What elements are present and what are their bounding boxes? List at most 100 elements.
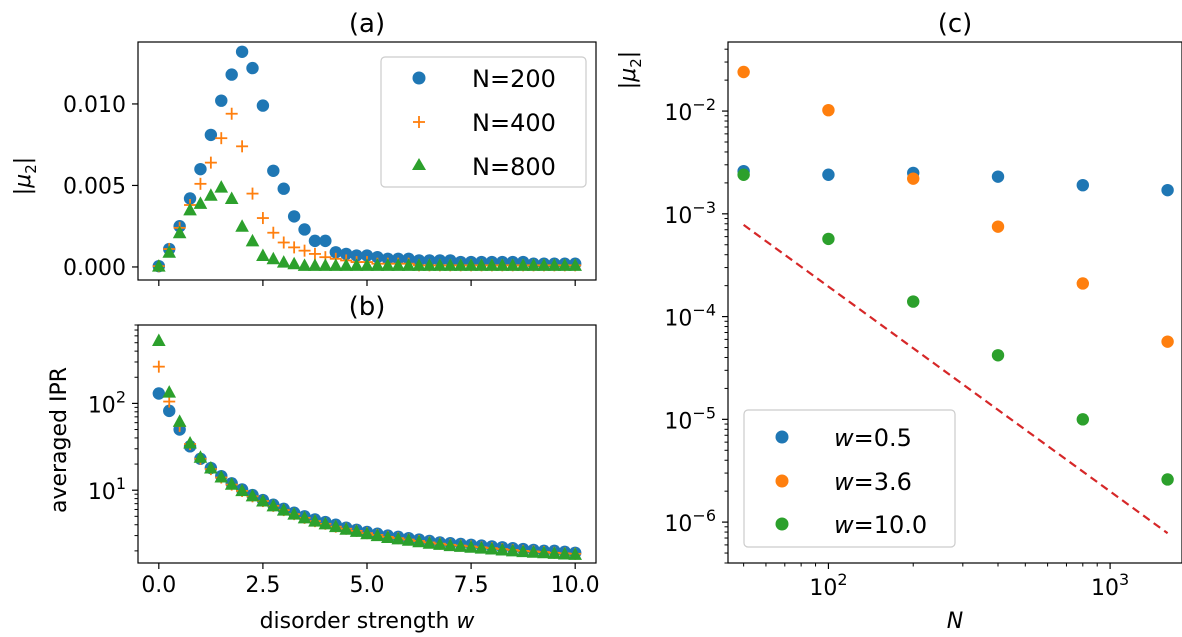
data-point-a-s0-17 [329, 246, 342, 259]
data-point-a-s2-36 [526, 258, 541, 271]
data-point-b-s2-35 [516, 544, 530, 558]
y-tick-label-c-4: 10−2 [664, 95, 716, 126]
data-point-b-s2-10 [256, 494, 270, 507]
data-point-c-s1-2 [907, 172, 920, 185]
data-point-a-s2-31 [474, 258, 489, 271]
data-point-b-s2-24 [401, 533, 416, 546]
data-point-b-s2-1 [162, 385, 177, 398]
data-point-a-s2-1 [162, 245, 177, 258]
data-point-a-s2-34 [505, 258, 520, 271]
data-point-b-s2-15 [308, 514, 322, 527]
data-point-a-s1-4 [194, 177, 207, 190]
data-point-a-s2-23 [391, 258, 406, 271]
data-point-a-s1-5 [204, 156, 217, 169]
data-point-a-s2-3 [183, 202, 197, 216]
data-point-b-s2-17 [328, 519, 343, 533]
data-point-b-s2-20 [360, 526, 374, 540]
data-point-a-s1-9 [246, 187, 259, 200]
data-point-c-s1-1 [822, 103, 835, 117]
data-point-a-s1-12 [277, 236, 290, 249]
data-point-a-s2-14 [297, 258, 312, 271]
data-point-a-s2-20 [360, 258, 374, 271]
data-point-b-s2-38 [547, 546, 562, 559]
data-point-b-s2-5 [204, 461, 218, 474]
data-point-b-s2-11 [266, 498, 281, 512]
panel-c-legend: w=0.5 w=3.6 w=10.0 [743, 409, 956, 548]
panel-c-frame [727, 41, 1182, 564]
legend-marker-w05 [775, 430, 789, 444]
data-point-a-s2-6 [214, 180, 229, 193]
data-point-a-s0-18 [339, 247, 353, 261]
data-point-b-s2-8 [235, 483, 249, 497]
data-point-c-s0-1 [822, 168, 835, 181]
data-point-a-s0-19 [350, 249, 363, 262]
data-point-b-s2-31 [474, 541, 489, 554]
data-point-a-s2-28 [443, 258, 458, 271]
data-point-a-s2-22 [381, 258, 395, 271]
y-tick-label-c-3: 10−3 [664, 198, 716, 229]
data-point-a-s2-9 [245, 233, 260, 247]
data-point-c-s2-0 [737, 168, 750, 181]
legend-marker-n800 [412, 158, 426, 170]
y-tick-label-a-1: 0.005 [63, 174, 126, 199]
data-point-b-s2-2 [172, 414, 187, 427]
data-point-b-s2-7 [224, 477, 239, 490]
data-point-a-s0-14 [298, 223, 311, 236]
data-point-a-s0-11 [267, 164, 280, 177]
panel-a-legend: N=200 N=400 N=800 [380, 56, 587, 188]
data-point-a-s1-10 [256, 212, 269, 225]
data-point-b-s2-23 [391, 531, 406, 545]
data-point-a-s2-13 [287, 256, 301, 270]
data-point-b-s2-39 [557, 547, 572, 560]
x-tick-label-b-0: 0.0 [141, 573, 176, 598]
data-point-a-s0-5 [204, 128, 218, 142]
data-point-b-s1-0 [152, 360, 165, 373]
data-point-b-s0-1 [163, 404, 176, 418]
panel-c: (c) |μ2| N 102 103 10−6 10−5 10−4 10−3 10−2 w=… [616, 9, 1182, 634]
data-point-a-s2-24 [401, 258, 416, 271]
data-point-c-s2-2 [907, 295, 920, 308]
panel-c-ylabel: |μ2| [616, 51, 645, 89]
data-point-b-s2-29 [453, 539, 468, 552]
data-point-b-s2-37 [537, 545, 551, 559]
data-point-b-s2-3 [183, 435, 197, 449]
data-point-c-s2-4 [1076, 413, 1090, 426]
data-point-c-s1-4 [1076, 277, 1090, 290]
data-point-a-s1-7 [225, 107, 238, 120]
data-point-a-s0-7 [225, 68, 238, 81]
data-point-a-s0-4 [194, 162, 207, 176]
data-point-a-s2-5 [204, 188, 218, 201]
legend-marker-n200 [412, 71, 426, 85]
y-tick-label-c-0: 10−6 [664, 506, 716, 537]
data-point-a-s0-21 [371, 250, 384, 264]
data-point-a-s0-3 [183, 192, 197, 205]
y-tick-label-b-0: 101 [88, 474, 126, 505]
panel-b-title: (b) [349, 292, 386, 322]
x-tick-label-c-1: 103 [1091, 570, 1129, 601]
data-point-b-s2-32 [485, 542, 499, 555]
data-point-b-s2-14 [297, 510, 312, 524]
data-point-a-s2-2 [172, 225, 187, 239]
data-point-b-s2-12 [276, 503, 291, 516]
data-point-b-s2-22 [381, 530, 395, 544]
data-point-a-s1-8 [236, 140, 249, 153]
data-point-a-s2-18 [339, 258, 353, 271]
panel-c-title: (c) [938, 9, 973, 39]
data-point-a-s2-27 [433, 258, 447, 271]
data-point-a-s2-39 [557, 258, 572, 271]
data-point-c-s2-1 [822, 232, 835, 246]
data-point-a-s0-9 [246, 61, 259, 75]
panel-c-xlabel: N [947, 609, 963, 634]
data-point-a-s2-8 [235, 219, 249, 232]
data-point-b-s2-4 [193, 450, 208, 463]
y-tick-label-a-0: 0.000 [63, 256, 126, 281]
legend-marker-w100 [775, 517, 789, 531]
data-point-b-s2-36 [526, 545, 541, 558]
data-point-a-s2-26 [422, 258, 437, 271]
legend-label-n400: N=400 [472, 109, 556, 137]
data-point-b-s2-28 [443, 538, 458, 552]
data-point-a-s0-16 [319, 234, 332, 248]
data-point-b-s2-18 [339, 522, 353, 535]
data-point-a-s0-10 [256, 99, 270, 112]
data-point-b-s2-25 [412, 534, 426, 548]
